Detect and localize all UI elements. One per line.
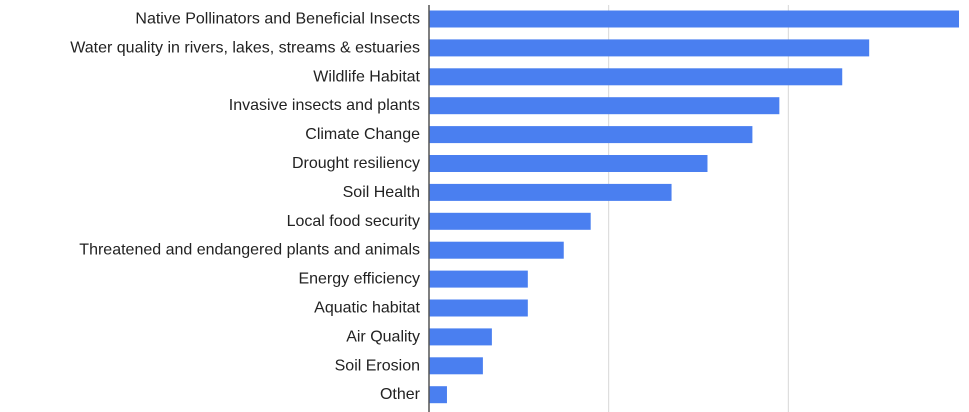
bar-11	[429, 328, 492, 345]
bar-13	[429, 386, 447, 403]
bar-9	[429, 271, 528, 288]
category-label-7: Local food security	[287, 213, 420, 230]
bar-5	[429, 155, 707, 172]
category-label-13: Other	[380, 386, 421, 403]
bar-2	[429, 68, 842, 85]
category-label-9: Energy efficiency	[298, 271, 420, 288]
bars	[429, 11, 959, 404]
category-labels: Native Pollinators and Beneficial Insect…	[70, 11, 420, 404]
category-label-2: Wildlife Habitat	[313, 68, 420, 85]
category-label-8: Threatened and endangered plants and ani…	[79, 242, 420, 259]
category-label-0: Native Pollinators and Beneficial Insect…	[135, 11, 420, 28]
bar-3	[429, 97, 779, 114]
bar-6	[429, 184, 672, 201]
bar-10	[429, 300, 528, 317]
bar-8	[429, 242, 564, 259]
category-label-12: Soil Erosion	[335, 357, 420, 374]
category-label-10: Aquatic habitat	[314, 300, 420, 317]
gridlines	[609, 5, 789, 412]
bar-1	[429, 39, 869, 56]
bar-12	[429, 357, 483, 374]
category-label-4: Climate Change	[305, 126, 420, 143]
bar-0	[429, 11, 959, 28]
category-label-1: Water quality in rivers, lakes, streams …	[70, 39, 420, 56]
category-label-3: Invasive insects and plants	[229, 97, 420, 114]
category-label-11: Air Quality	[346, 328, 420, 345]
bar-4	[429, 126, 752, 143]
category-label-5: Drought resiliency	[292, 155, 420, 172]
category-label-6: Soil Health	[343, 184, 420, 201]
bar-7	[429, 213, 591, 230]
